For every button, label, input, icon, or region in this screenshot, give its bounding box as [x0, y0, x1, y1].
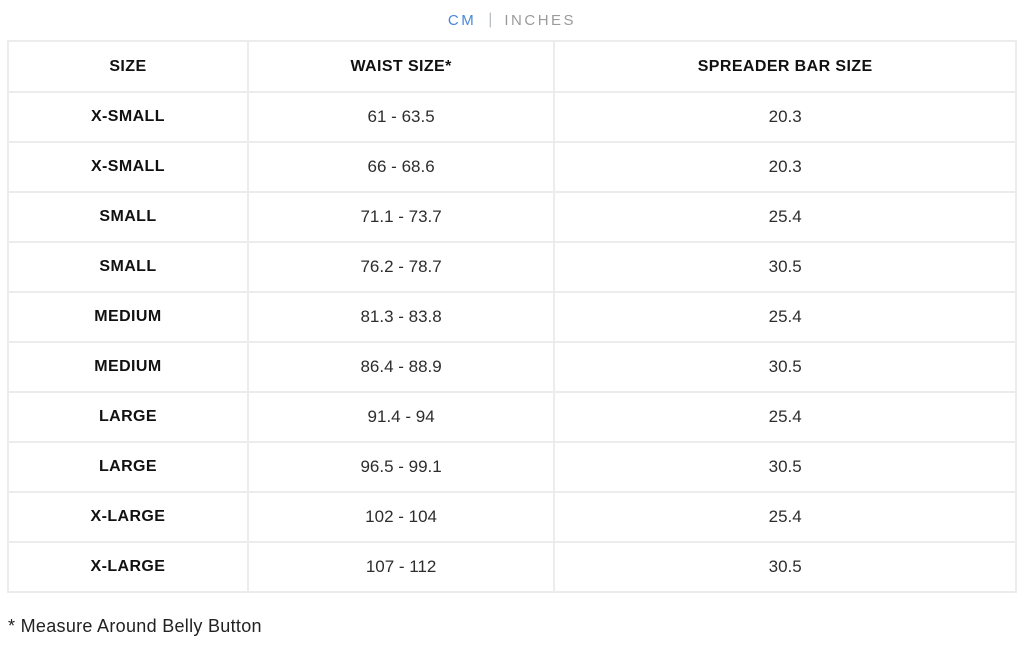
table-row: X-SMALL 61 - 63.5 20.3	[7, 91, 1017, 143]
size-cell: X-LARGE	[7, 491, 249, 543]
table-row: MEDIUM 81.3 - 83.8 25.4	[7, 291, 1017, 343]
unit-toggle: CM | INCHES	[0, 0, 1024, 40]
measurement-footnote: * Measure Around Belly Button	[8, 616, 262, 636]
column-header-spreader-bar-size: SPREADER BAR SIZE	[553, 40, 1017, 93]
size-table-body: X-SMALL 61 - 63.5 20.3 X-SMALL 66 - 68.6 20.3…	[7, 91, 1017, 593]
waist-size-cell: 96.5 - 99.1	[246, 441, 556, 493]
waist-size-cell: 107 - 112	[246, 541, 556, 593]
table-row: LARGE 91.4 - 94 25.4	[7, 391, 1017, 443]
spreader-bar-size-cell: 20.3	[553, 91, 1017, 143]
size-cell: X-SMALL	[7, 91, 249, 143]
size-cell: MEDIUM	[7, 341, 249, 393]
waist-size-cell: 86.4 - 88.9	[246, 341, 556, 393]
waist-size-cell: 81.3 - 83.8	[246, 291, 556, 343]
spreader-bar-size-cell: 25.4	[553, 291, 1017, 343]
size-cell: LARGE	[7, 391, 249, 443]
table-row: LARGE 96.5 - 99.1 30.5	[7, 441, 1017, 493]
size-cell: X-LARGE	[7, 541, 249, 593]
size-table-header: SIZE WAIST SIZE* SPREADER BAR SIZE	[7, 40, 1017, 93]
waist-size-cell: 76.2 - 78.7	[246, 241, 556, 293]
spreader-bar-size-cell: 30.5	[553, 541, 1017, 593]
table-row: X-SMALL 66 - 68.6 20.3	[7, 141, 1017, 193]
table-row: SMALL 76.2 - 78.7 30.5	[7, 241, 1017, 293]
table-row: X-LARGE 107 - 112 30.5	[7, 541, 1017, 593]
unit-toggle-separator: |	[488, 11, 493, 28]
spreader-bar-size-cell: 30.5	[553, 441, 1017, 493]
spreader-bar-size-cell: 25.4	[553, 391, 1017, 443]
table-row: MEDIUM 86.4 - 88.9 30.5	[7, 341, 1017, 393]
unit-inches-button[interactable]: INCHES	[504, 11, 577, 29]
size-cell: LARGE	[7, 441, 249, 493]
waist-size-cell: 61 - 63.5	[246, 91, 556, 143]
size-cell: SMALL	[7, 191, 249, 243]
waist-size-cell: 71.1 - 73.7	[246, 191, 556, 243]
column-header-size: SIZE	[7, 40, 249, 93]
waist-size-cell: 102 - 104	[246, 491, 556, 543]
spreader-bar-size-cell: 20.3	[553, 141, 1017, 193]
size-chart-table: SIZE WAIST SIZE* SPREADER BAR SIZE X-SMA…	[7, 40, 1017, 593]
column-header-waist-size: WAIST SIZE*	[246, 40, 556, 93]
header-row: SIZE WAIST SIZE* SPREADER BAR SIZE	[7, 40, 1017, 93]
table-row: SMALL 71.1 - 73.7 25.4	[7, 191, 1017, 243]
waist-size-cell: 66 - 68.6	[246, 141, 556, 193]
unit-cm-button[interactable]: CM	[447, 11, 477, 29]
spreader-bar-size-cell: 25.4	[553, 191, 1017, 243]
size-cell: X-SMALL	[7, 141, 249, 193]
table-row: X-LARGE 102 - 104 25.4	[7, 491, 1017, 543]
spreader-bar-size-cell: 30.5	[553, 341, 1017, 393]
size-cell: SMALL	[7, 241, 249, 293]
waist-size-cell: 91.4 - 94	[246, 391, 556, 443]
spreader-bar-size-cell: 25.4	[553, 491, 1017, 543]
spreader-bar-size-cell: 30.5	[553, 241, 1017, 293]
size-cell: MEDIUM	[7, 291, 249, 343]
